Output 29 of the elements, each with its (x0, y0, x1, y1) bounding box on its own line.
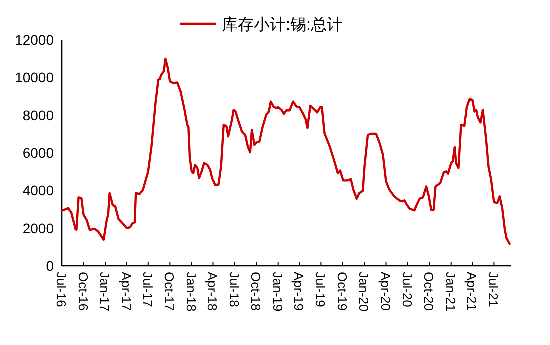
y-tick-label: 0 (46, 258, 54, 274)
x-tick-label: Oct-16 (76, 272, 91, 312)
y-tick-label: 2000 (22, 220, 54, 236)
x-tick-label: Oct-20 (422, 272, 437, 312)
y-tick-label: 10000 (15, 70, 54, 86)
x-tick-label: Apr-20 (378, 272, 394, 312)
y-tick-label: 4000 (22, 182, 54, 199)
x-tick-label: Oct-18 (248, 272, 264, 312)
legend-label: 库存小计:锡:总计 (222, 16, 343, 34)
x-tick-label: Apr-17 (118, 272, 134, 312)
x-tick-label: Apr-21 (464, 272, 480, 312)
x-tick-label: Oct-17 (162, 272, 178, 312)
x-tick-label: Jul-16 (54, 272, 69, 308)
y-tick-label: 6000 (22, 145, 54, 161)
y-tick-label: 12000 (15, 32, 54, 48)
x-tick-label: Jul-21 (486, 272, 502, 308)
x-tick-label: Jul-19 (313, 272, 328, 308)
y-tick-label: 8000 (22, 107, 54, 124)
x-tick-label: Jan-20 (356, 272, 372, 312)
x-tick-label: Apr-19 (292, 272, 307, 312)
x-tick-label: Oct-19 (334, 272, 350, 312)
x-tick-label: Jan-21 (443, 272, 458, 312)
x-tick-label: Apr-18 (205, 272, 220, 312)
x-tick-label: Jan-19 (270, 272, 286, 312)
x-tick-label: Jul-20 (400, 272, 415, 308)
x-tick-label: Jan-18 (184, 272, 199, 312)
x-tick-label: Jul-17 (140, 272, 156, 308)
x-tick-label: Jul-18 (226, 272, 242, 308)
x-tick-label: Jan-17 (98, 272, 113, 312)
